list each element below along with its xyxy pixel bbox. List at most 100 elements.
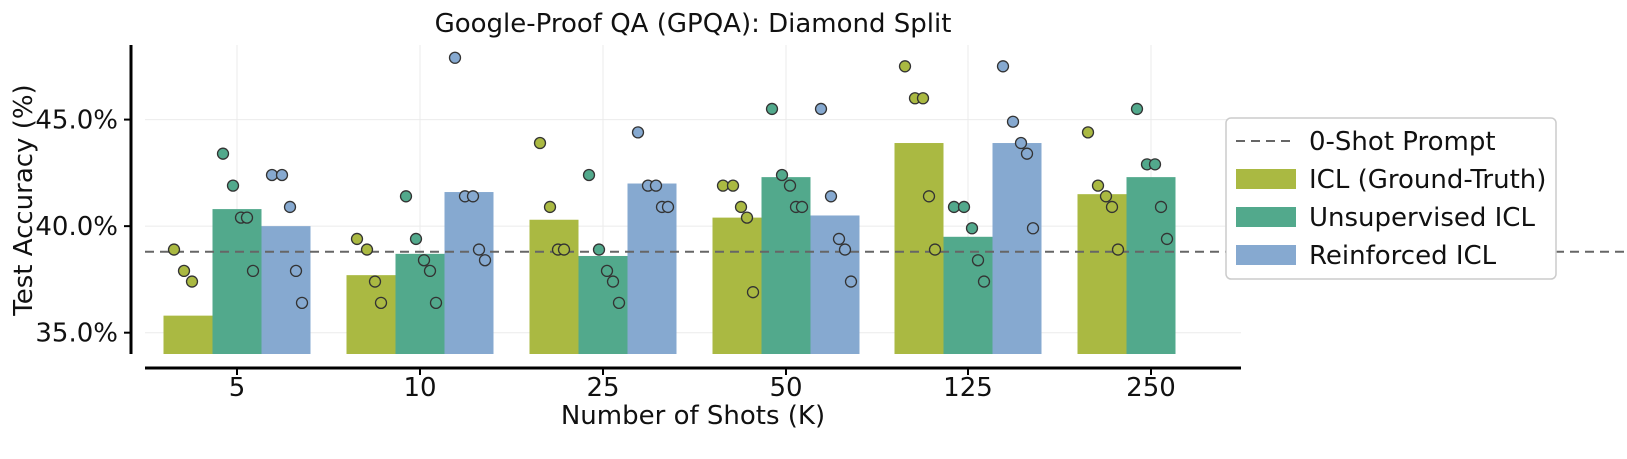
data-point (716, 179, 730, 192)
bar (1077, 194, 1127, 354)
data-point (582, 168, 596, 182)
x-tick-label: 250 (1126, 373, 1176, 403)
data-point (1006, 115, 1020, 128)
data-point (1154, 200, 1168, 214)
legend-swatch (1236, 245, 1296, 265)
data-point (947, 200, 961, 214)
data-point (368, 275, 382, 288)
legend-label: Reinforced ICL (1309, 241, 1497, 271)
data-point (1091, 179, 1105, 192)
legend-swatch (1236, 169, 1296, 189)
x-ticks: 5 10 25 50 125 250 (229, 368, 1176, 403)
bar (712, 217, 762, 354)
legend-label: ICL (Ground-Truth) (1309, 165, 1546, 195)
data-point (977, 275, 991, 288)
data-point (448, 51, 462, 64)
data-point (600, 264, 614, 278)
legend-label: Unsupervised ICL (1309, 203, 1535, 233)
data-point (423, 264, 437, 278)
legend: 0-Shot Prompt ICL (Ground-Truth) Unsupervi… (1225, 117, 1557, 280)
data-point (746, 286, 760, 299)
data-point (996, 60, 1010, 73)
x-tick-label: 5 (229, 373, 246, 403)
data-point (216, 147, 230, 160)
data-point (399, 190, 413, 203)
data-point (1111, 243, 1125, 256)
data-point (177, 264, 191, 278)
data-point (226, 179, 240, 192)
data-point (1081, 126, 1095, 139)
data-point (775, 168, 789, 182)
legend-swatch (1236, 207, 1296, 227)
data-point (1160, 232, 1174, 246)
data-point (478, 254, 492, 267)
bars (163, 143, 1176, 354)
chart-title: Google-Proof QA (GPQA): Diamond Split (435, 9, 952, 39)
data-point (965, 222, 979, 235)
data-point (649, 179, 663, 192)
data-point (167, 243, 181, 256)
bar (163, 315, 213, 354)
data-point (922, 190, 936, 203)
data-point (409, 232, 423, 246)
points (167, 51, 1174, 310)
data-point (631, 126, 645, 139)
data-point (592, 243, 606, 256)
y-tick-label: 35.0% (35, 319, 118, 349)
data-point (417, 254, 431, 267)
bar (529, 219, 579, 354)
y-axis-label: Test Accuracy (%) (9, 84, 39, 316)
data-point (612, 296, 626, 310)
data-point (283, 200, 297, 214)
data-point (928, 243, 942, 256)
data-point (795, 200, 809, 214)
data-point (726, 179, 740, 192)
data-point (466, 190, 480, 203)
data-point (661, 200, 675, 214)
bar (346, 275, 396, 354)
data-point (814, 102, 828, 116)
data-point (838, 243, 852, 256)
bar (444, 192, 494, 354)
data-point (1105, 200, 1119, 214)
data-point (957, 200, 971, 214)
data-point (734, 200, 748, 214)
data-point (1026, 222, 1040, 235)
data-point (543, 200, 557, 214)
x-tick-label: 10 (403, 373, 436, 403)
data-point (275, 168, 289, 182)
data-point (240, 211, 254, 224)
bar (1126, 177, 1176, 354)
y-tick-label: 45.0% (35, 106, 118, 136)
data-point (606, 275, 620, 288)
data-point (898, 60, 912, 73)
data-point (533, 136, 547, 150)
data-point (740, 211, 754, 224)
x-tick-label: 25 (586, 373, 619, 403)
y-tick-label: 40.0% (35, 212, 118, 242)
data-point (350, 232, 364, 246)
data-point (971, 254, 985, 267)
data-point (765, 102, 779, 116)
bar (261, 226, 311, 354)
data-point (1099, 190, 1113, 203)
bar (992, 143, 1042, 354)
data-point (185, 275, 199, 288)
data-point (374, 296, 388, 310)
data-point (844, 275, 858, 288)
data-point (783, 179, 797, 192)
data-point (557, 243, 571, 256)
x-tick-label: 125 (943, 373, 993, 403)
data-point (832, 232, 846, 246)
data-point (916, 92, 930, 105)
bar (943, 236, 993, 354)
bar (212, 209, 262, 354)
legend-frame (1225, 117, 1557, 280)
data-point (1130, 102, 1144, 116)
y-ticks: 35.0% 40.0% 45.0% (35, 106, 131, 349)
data-point (295, 296, 309, 310)
data-point (824, 190, 838, 203)
data-point (360, 243, 374, 256)
data-point (1014, 136, 1028, 150)
